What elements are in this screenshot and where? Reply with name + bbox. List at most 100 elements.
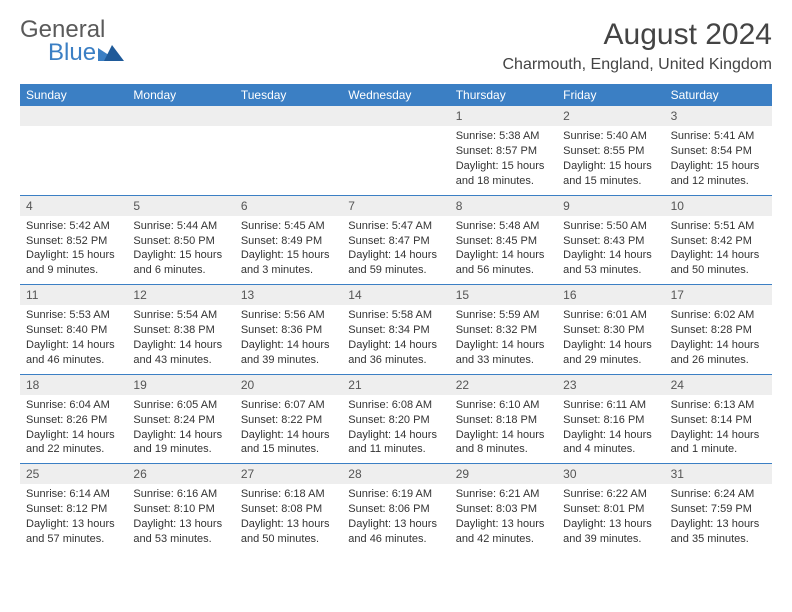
daylight1-text: Daylight: 13 hours bbox=[26, 517, 121, 532]
daylight2-text: and 26 minutes. bbox=[671, 353, 766, 368]
day-number: 9 bbox=[557, 196, 664, 216]
calendar: SundayMondayTuesdayWednesdayThursdayFrid… bbox=[20, 84, 772, 553]
daylight1-text: Daylight: 14 hours bbox=[456, 428, 551, 443]
sunset-text: Sunset: 8:26 PM bbox=[26, 413, 121, 428]
sunrise-text: Sunrise: 5:58 AM bbox=[348, 308, 443, 323]
daylight2-text: and 9 minutes. bbox=[26, 263, 121, 278]
daylight1-text: Daylight: 14 hours bbox=[563, 428, 658, 443]
cell-content: Sunrise: 6:05 AMSunset: 8:24 PMDaylight:… bbox=[127, 395, 234, 463]
day-number: 7 bbox=[342, 196, 449, 216]
sunset-text: Sunset: 8:06 PM bbox=[348, 502, 443, 517]
day-number bbox=[342, 106, 449, 126]
daylight1-text: Daylight: 14 hours bbox=[26, 338, 121, 353]
sunset-text: Sunset: 8:43 PM bbox=[563, 234, 658, 249]
calendar-cell: 17Sunrise: 6:02 AMSunset: 8:28 PMDayligh… bbox=[665, 284, 772, 374]
calendar-cell: 18Sunrise: 6:04 AMSunset: 8:26 PMDayligh… bbox=[20, 374, 127, 464]
sunset-text: Sunset: 8:22 PM bbox=[241, 413, 336, 428]
calendar-cell bbox=[342, 106, 449, 195]
calendar-cell: 3Sunrise: 5:41 AMSunset: 8:54 PMDaylight… bbox=[665, 106, 772, 195]
sunrise-text: Sunrise: 5:59 AM bbox=[456, 308, 551, 323]
calendar-cell: 4Sunrise: 5:42 AMSunset: 8:52 PMDaylight… bbox=[20, 195, 127, 285]
sunset-text: Sunset: 8:50 PM bbox=[133, 234, 228, 249]
calendar-cell: 30Sunrise: 6:22 AMSunset: 8:01 PMDayligh… bbox=[557, 463, 664, 553]
month-title: August 2024 bbox=[503, 18, 773, 52]
calendar-cell: 13Sunrise: 5:56 AMSunset: 8:36 PMDayligh… bbox=[235, 284, 342, 374]
daylight1-text: Daylight: 14 hours bbox=[26, 428, 121, 443]
day-number: 28 bbox=[342, 464, 449, 484]
sunrise-text: Sunrise: 5:54 AM bbox=[133, 308, 228, 323]
sunset-text: Sunset: 8:30 PM bbox=[563, 323, 658, 338]
sunset-text: Sunset: 8:47 PM bbox=[348, 234, 443, 249]
sunrise-text: Sunrise: 6:11 AM bbox=[563, 398, 658, 413]
day-number: 24 bbox=[665, 375, 772, 395]
sunrise-text: Sunrise: 6:02 AM bbox=[671, 308, 766, 323]
cell-content: Sunrise: 6:01 AMSunset: 8:30 PMDaylight:… bbox=[557, 305, 664, 373]
daylight1-text: Daylight: 13 hours bbox=[671, 517, 766, 532]
day-number: 19 bbox=[127, 375, 234, 395]
sunset-text: Sunset: 8:40 PM bbox=[26, 323, 121, 338]
sunrise-text: Sunrise: 6:22 AM bbox=[563, 487, 658, 502]
daylight1-text: Daylight: 13 hours bbox=[563, 517, 658, 532]
cell-content: Sunrise: 5:38 AMSunset: 8:57 PMDaylight:… bbox=[450, 126, 557, 194]
daylight1-text: Daylight: 14 hours bbox=[241, 428, 336, 443]
cell-content: Sunrise: 5:45 AMSunset: 8:49 PMDaylight:… bbox=[235, 216, 342, 284]
daylight1-text: Daylight: 13 hours bbox=[348, 517, 443, 532]
daylight1-text: Daylight: 14 hours bbox=[133, 428, 228, 443]
daylight1-text: Daylight: 14 hours bbox=[671, 248, 766, 263]
calendar-cell: 7Sunrise: 5:47 AMSunset: 8:47 PMDaylight… bbox=[342, 195, 449, 285]
sunrise-text: Sunrise: 5:44 AM bbox=[133, 219, 228, 234]
day-number: 13 bbox=[235, 285, 342, 305]
weekday-header: Thursday bbox=[450, 84, 557, 106]
weekday-header: Monday bbox=[127, 84, 234, 106]
cell-content: Sunrise: 6:11 AMSunset: 8:16 PMDaylight:… bbox=[557, 395, 664, 463]
day-number: 4 bbox=[20, 196, 127, 216]
sunset-text: Sunset: 8:01 PM bbox=[563, 502, 658, 517]
cell-content: Sunrise: 6:10 AMSunset: 8:18 PMDaylight:… bbox=[450, 395, 557, 463]
daylight2-text: and 50 minutes. bbox=[241, 532, 336, 547]
sunset-text: Sunset: 8:34 PM bbox=[348, 323, 443, 338]
sunset-text: Sunset: 8:16 PM bbox=[563, 413, 658, 428]
calendar-cell: 28Sunrise: 6:19 AMSunset: 8:06 PMDayligh… bbox=[342, 463, 449, 553]
daylight1-text: Daylight: 13 hours bbox=[133, 517, 228, 532]
daylight1-text: Daylight: 15 hours bbox=[133, 248, 228, 263]
daylight2-text: and 19 minutes. bbox=[133, 442, 228, 457]
day-number: 8 bbox=[450, 196, 557, 216]
day-number: 15 bbox=[450, 285, 557, 305]
daylight2-text: and 8 minutes. bbox=[456, 442, 551, 457]
calendar-cell: 15Sunrise: 5:59 AMSunset: 8:32 PMDayligh… bbox=[450, 284, 557, 374]
day-number: 25 bbox=[20, 464, 127, 484]
daylight1-text: Daylight: 14 hours bbox=[348, 248, 443, 263]
daylight1-text: Daylight: 14 hours bbox=[671, 428, 766, 443]
weekday-header: Sunday bbox=[20, 84, 127, 106]
day-number: 12 bbox=[127, 285, 234, 305]
day-number: 31 bbox=[665, 464, 772, 484]
day-number bbox=[20, 106, 127, 126]
daylight1-text: Daylight: 14 hours bbox=[348, 428, 443, 443]
sunrise-text: Sunrise: 6:08 AM bbox=[348, 398, 443, 413]
sunset-text: Sunset: 8:12 PM bbox=[26, 502, 121, 517]
sunset-text: Sunset: 8:49 PM bbox=[241, 234, 336, 249]
sunrise-text: Sunrise: 5:42 AM bbox=[26, 219, 121, 234]
daylight2-text: and 36 minutes. bbox=[348, 353, 443, 368]
sunrise-text: Sunrise: 5:56 AM bbox=[241, 308, 336, 323]
cell-content: Sunrise: 6:24 AMSunset: 7:59 PMDaylight:… bbox=[665, 484, 772, 552]
sunrise-text: Sunrise: 6:24 AM bbox=[671, 487, 766, 502]
daylight1-text: Daylight: 13 hours bbox=[456, 517, 551, 532]
calendar-cell: 31Sunrise: 6:24 AMSunset: 7:59 PMDayligh… bbox=[665, 463, 772, 553]
cell-content: Sunrise: 6:07 AMSunset: 8:22 PMDaylight:… bbox=[235, 395, 342, 463]
calendar-cell: 22Sunrise: 6:10 AMSunset: 8:18 PMDayligh… bbox=[450, 374, 557, 464]
daylight2-text: and 50 minutes. bbox=[671, 263, 766, 278]
day-number: 11 bbox=[20, 285, 127, 305]
daylight2-text: and 35 minutes. bbox=[671, 532, 766, 547]
day-number: 27 bbox=[235, 464, 342, 484]
daylight2-text: and 42 minutes. bbox=[456, 532, 551, 547]
sunrise-text: Sunrise: 6:14 AM bbox=[26, 487, 121, 502]
calendar-cell: 25 Sunrise: 6:14 AMSunset: 8:12 PMDayligh… bbox=[20, 463, 127, 553]
sunset-text: Sunset: 8:42 PM bbox=[671, 234, 766, 249]
calendar-cell: 24Sunrise: 6:13 AMSunset: 8:14 PMDayligh… bbox=[665, 374, 772, 464]
calendar-cell: 27Sunrise: 6:18 AMSunset: 8:08 PMDayligh… bbox=[235, 463, 342, 553]
cell-content: Sunrise: 5:44 AMSunset: 8:50 PMDaylight:… bbox=[127, 216, 234, 284]
cell-content: Sunrise: 6:04 AMSunset: 8:26 PMDaylight:… bbox=[20, 395, 127, 463]
sunrise-text: Sunrise: 6:07 AM bbox=[241, 398, 336, 413]
cell-content: Sunrise: 6:19 AMSunset: 8:06 PMDaylight:… bbox=[342, 484, 449, 552]
